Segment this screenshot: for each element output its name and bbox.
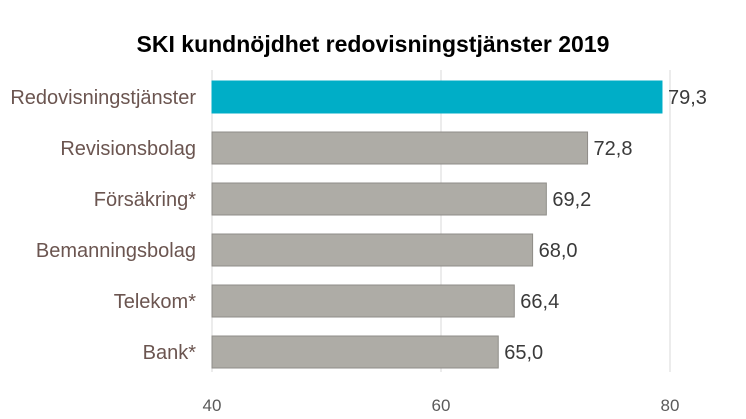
bar-bemanningsbolag: [211, 233, 534, 267]
bars: [211, 80, 663, 369]
bar-bank: [211, 335, 499, 369]
chart-title: SKI kundnöjdhet redovisningstjänster 201…: [137, 31, 610, 57]
bar-revisionsbolag: [211, 131, 589, 165]
category-label: Revisionsbolag: [60, 138, 196, 160]
value-label: 68,0: [539, 240, 578, 262]
category-label: Telekom*: [114, 291, 196, 313]
labels: 40 60 80 Redovisningstjänster 79,3 Revisionsb…: [10, 87, 707, 415]
x-tick-label: 60: [432, 396, 451, 415]
category-label: Försäkring*: [94, 189, 196, 211]
value-label: 65,0: [504, 342, 543, 364]
category-label: Bank*: [143, 342, 197, 364]
value-label: 66,4: [520, 291, 559, 313]
value-label: 72,8: [594, 138, 633, 160]
x-tick-label: 80: [661, 396, 680, 415]
grid-lines: [211, 70, 671, 372]
x-tick-label: 40: [203, 396, 222, 415]
bar-telekom: [211, 284, 515, 318]
bar-försäkring: [211, 182, 547, 216]
bar-redovisningstjänster: [211, 80, 663, 114]
value-label: 69,2: [552, 189, 591, 211]
value-label: 79,3: [668, 87, 707, 109]
category-label: Bemanningsbolag: [36, 240, 196, 262]
category-label: Redovisningstjänster: [10, 87, 196, 109]
